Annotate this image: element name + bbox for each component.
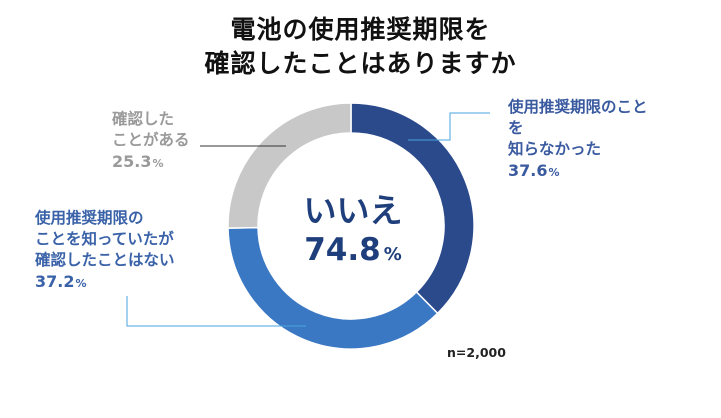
slice-value-number: 37.6 xyxy=(508,161,548,180)
slice-value-unit: % xyxy=(75,277,87,290)
center-value-unit: % xyxy=(383,244,402,265)
sample-size-note: n=2,000 xyxy=(447,345,506,360)
slice-label-knew-not-checked: 使用推奨期限の ことを知っていたが 確認したことはない 37.2% xyxy=(35,208,175,294)
center-value-number: 74.8 xyxy=(304,232,381,268)
donut-center-text: いいえ 74.8% xyxy=(288,192,418,275)
slice-value-unit: % xyxy=(152,157,164,170)
slice-label-line: を xyxy=(508,119,524,137)
slice-label-confirmed: 確認した ことがある 25.3% xyxy=(112,109,190,174)
slice-value-unit: % xyxy=(548,166,560,179)
slice-label-line: 知らなかった xyxy=(508,140,602,158)
slice-value: 37.2% xyxy=(35,271,175,294)
center-value: 74.8% xyxy=(288,230,418,275)
slice-label-did-not-know: 使用推奨期限のこと を 知らなかった 37.6% xyxy=(508,97,648,183)
slice-label-line: ことがある xyxy=(112,131,190,149)
slice-label-line: ことを知っていたが xyxy=(35,230,174,248)
center-label: いいえ xyxy=(303,191,403,230)
slice-value: 37.6% xyxy=(508,160,648,183)
leader-line-mid xyxy=(126,296,306,327)
slice-label-line: 使用推奨期限の xyxy=(35,209,144,227)
leader-line-dark xyxy=(408,112,490,141)
slice-confirmed xyxy=(227,102,352,229)
slice-value-number: 25.3 xyxy=(112,152,152,171)
slice-value-number: 37.2 xyxy=(35,272,75,291)
slice-label-line: 使用推奨期限のこと xyxy=(508,98,648,116)
chart-title-line-1: 電池の使用推奨期限を xyxy=(230,15,491,44)
chart-title-line-2: 確認したことはありますか xyxy=(204,49,517,78)
slice-value: 25.3% xyxy=(112,151,190,174)
slice-label-line: 確認したことはない xyxy=(35,251,175,269)
slice-label-line: 確認した xyxy=(112,110,175,128)
